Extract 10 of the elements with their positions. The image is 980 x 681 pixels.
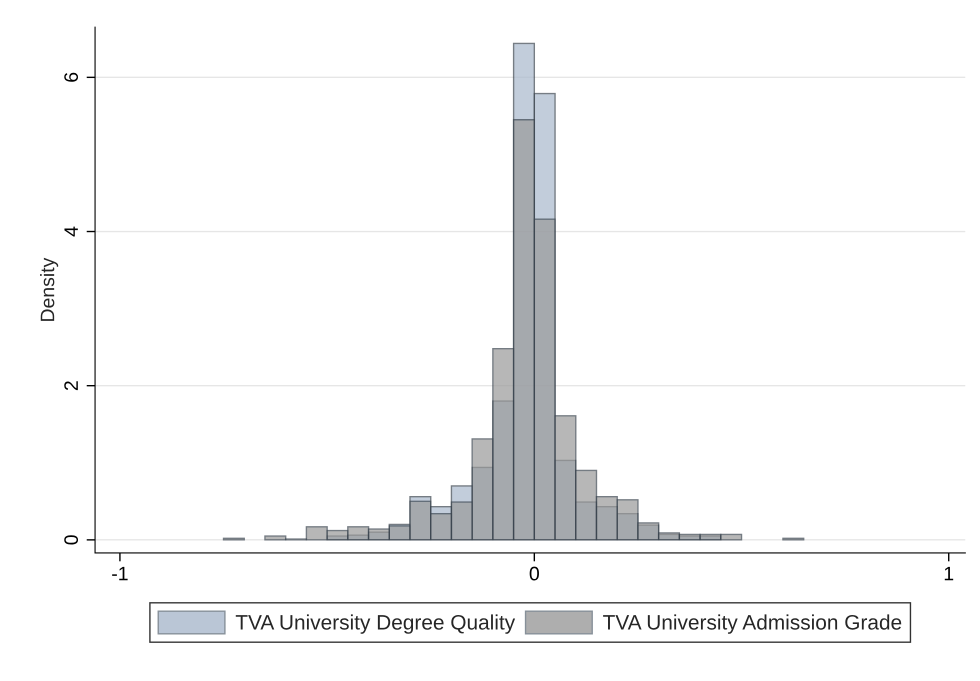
y-axis-title: Density (40, 258, 58, 321)
x-tick-label: 0 (530, 566, 539, 580)
legend-label: TVA University Admission Grade (603, 614, 902, 634)
y-tick-label: 6 (64, 72, 78, 82)
y-tick-label: 4 (64, 226, 78, 236)
legend-label: TVA University Degree Quality (236, 614, 516, 634)
y-tick-label: 2 (64, 381, 78, 390)
x-tick-label: 1 (944, 566, 954, 580)
x-tick-label: -1 (112, 566, 128, 580)
y-tick-label: 0 (64, 535, 78, 545)
